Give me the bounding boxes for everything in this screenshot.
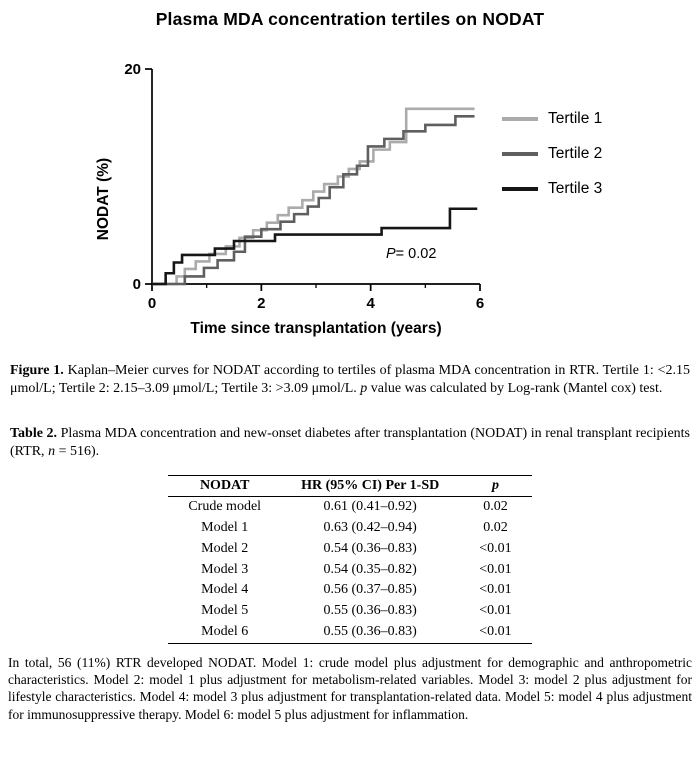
table-header-cell: NODAT (168, 474, 282, 497)
y-tick-label: 0 (133, 276, 141, 293)
table-caption: Table 2. Plasma MDA concentration and ne… (10, 425, 690, 462)
x-tick-label: 4 (366, 295, 375, 312)
table-row: Model 4 0.56 (0.37–0.85) <0.01 (168, 580, 531, 601)
figure-title: Plasma MDA concentration tertiles on NOD… (155, 9, 545, 29)
legend-item: Tertile 2 (502, 145, 602, 163)
results-table-body: Crude model 0.61 (0.41–0.92) 0.02 Model 1 0.… (168, 496, 532, 645)
legend-swatch (502, 117, 538, 121)
legend-swatch (502, 187, 538, 191)
table-cell: Model 4 (201, 582, 249, 598)
table-cell: <0.01 (479, 540, 512, 556)
y-tick-label: 20 (124, 61, 141, 78)
table-cell: 0.54 (0.36–0.83) (323, 540, 417, 556)
table-row: Crude model 0.61 (0.41–0.92) 0.02 (168, 496, 531, 517)
table-row: Model 6 0.55 (0.36–0.83) <0.01 (168, 622, 532, 645)
figure-caption: Figure 1. Kaplan–Meier curves for NODAT … (10, 362, 690, 399)
km-chart: 0 20 0 2 4 6 NODAT (%) Time since transplanta… (0, 34, 700, 346)
table-caption-italic: n (48, 444, 56, 460)
table-footnote: In total, 56 (11%) RTR developed NODAT. … (8, 655, 692, 722)
results-table: NODAT HR (95% CI) Per 1-SD p Crude model 0.… (168, 474, 532, 645)
table-cell: <0.01 (459, 622, 532, 645)
figure-caption-text1: Kaplan–Meier curves for NODAT according … (10, 363, 690, 397)
x-axis-label: Time since transplantation (years) (190, 320, 442, 337)
table-cell: 0.02 (483, 498, 508, 514)
table-cell: Model 1 (201, 519, 249, 535)
table-cell: 0.56 (0.37–0.85) (323, 582, 417, 598)
legend-label: Tertile 1 (548, 110, 603, 127)
table-row: Model 3 0.54 (0.35–0.82) <0.01 (168, 560, 531, 581)
table-row: Model 2 0.54 (0.36–0.83) <0.01 (168, 539, 531, 560)
table-cell: <0.01 (479, 561, 512, 577)
table-cell: 0.02 (483, 519, 508, 535)
table-caption-text2: = 516). (55, 444, 100, 460)
table-cell: 0.54 (0.35–0.82) (323, 561, 417, 577)
table-cell: 0.55 (0.36–0.83) (323, 603, 417, 619)
table-cell: Model 5 (201, 603, 249, 619)
y-axis-label: NODAT (%) (95, 157, 112, 241)
x-tick-label: 2 (257, 295, 265, 312)
km-curve (152, 115, 475, 286)
table-cell: Crude model (188, 498, 262, 514)
table-cell: <0.01 (479, 603, 512, 619)
table-row: Model 5 0.55 (0.36–0.83) <0.01 (168, 601, 531, 622)
km-curve (152, 207, 478, 286)
figure-caption-italic: p (360, 381, 368, 397)
table-cell: <0.01 (479, 582, 512, 598)
figure-caption-label: Figure 1. (10, 363, 64, 378)
x-tick-label: 6 (476, 295, 484, 312)
legend-item: Tertile 3 (502, 180, 602, 198)
legend-label: Tertile 2 (548, 145, 603, 162)
table-cell: 0.55 (0.36–0.83) (281, 622, 460, 645)
table-caption-label: Table 2. (10, 425, 58, 441)
p-value-text: = 0.02 (395, 246, 437, 262)
figure-caption-text2: value was calculated by Log-rank (Mantel… (367, 381, 663, 397)
table-header-row: NODAT HR (95% CI) Per 1-SD p (168, 474, 532, 497)
table-header-cell: HR (95% CI) Per 1-SD (281, 474, 460, 497)
table-header-cell: p (459, 474, 532, 497)
p-value-annotation: P= 0.02 (386, 246, 436, 262)
chart-legend: Tertile 1 Tertile 2 Tertile 3 (502, 110, 602, 215)
p-value-symbol: P (386, 246, 396, 262)
legend-swatch (502, 152, 538, 156)
legend-item: Tertile 1 (502, 110, 602, 128)
table-cell: Model 2 (201, 540, 249, 556)
km-curve (152, 107, 475, 286)
x-tick-label: 0 (148, 295, 156, 312)
table-cell: Model 3 (201, 561, 249, 577)
table-row: Model 1 0.63 (0.42–0.94) 0.02 (168, 518, 531, 539)
table-cell: Model 6 (168, 622, 282, 645)
results-table-head: NODAT HR (95% CI) Per 1-SD p (168, 474, 532, 497)
table-cell: 0.61 (0.41–0.92) (323, 498, 417, 514)
table-caption-text1: Plasma MDA concentration and new-onset d… (10, 425, 691, 460)
km-plot-svg: 0 20 0 2 4 6 (124, 61, 484, 312)
legend-label: Tertile 3 (548, 180, 603, 197)
table-cell: 0.63 (0.42–0.94) (323, 519, 417, 535)
